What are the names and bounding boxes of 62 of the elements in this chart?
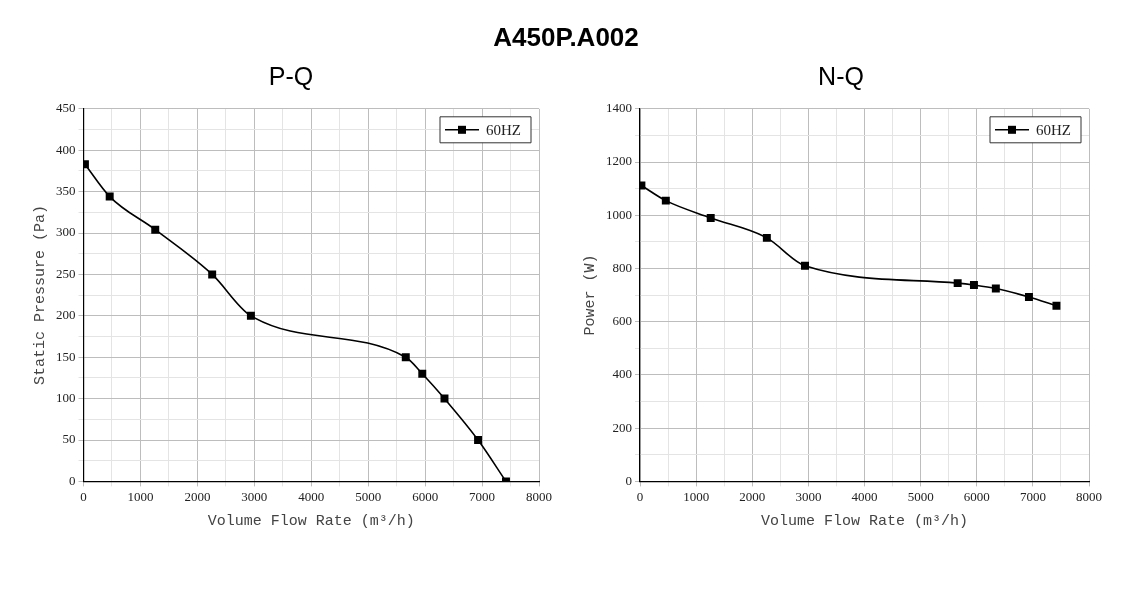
y-tick-label: 0 xyxy=(625,472,632,488)
y-tick-label: 350 xyxy=(56,183,76,199)
x-tick-label: 8000 xyxy=(526,488,552,504)
point xyxy=(440,394,449,403)
x-axis-title: Volume Flow Rate (m³/h) xyxy=(207,512,415,530)
y-tick-label: 200 xyxy=(56,307,76,323)
chart-subtitle: P-Q xyxy=(267,62,315,92)
x-tick-label: 2000 xyxy=(739,488,766,504)
y-tick-label: 250 xyxy=(56,265,76,281)
x-tick-label: 3000 xyxy=(241,488,268,504)
y-tick-label: 400 xyxy=(612,366,632,382)
x-tick-label: 6000 xyxy=(963,488,990,504)
point xyxy=(401,353,410,362)
point xyxy=(762,233,771,242)
point xyxy=(1052,301,1061,310)
point xyxy=(801,261,809,270)
x-tick-label: 1000 xyxy=(127,488,154,504)
point xyxy=(246,311,255,320)
y-tick-label: 1200 xyxy=(606,153,632,169)
legend-label: 60HZ xyxy=(1036,121,1071,138)
point xyxy=(418,369,427,378)
y-tick-label: 450 xyxy=(56,100,76,116)
x-tick-label: 3000 xyxy=(795,488,822,504)
x-tick-label: 5000 xyxy=(907,488,934,504)
y-tick-label: 1400 xyxy=(606,100,632,116)
x-tick-label: 0 xyxy=(636,488,644,504)
legend-label: 60HZ xyxy=(486,121,521,138)
x-tick-label: 0 xyxy=(80,488,87,504)
y-tick-label: 150 xyxy=(56,348,76,364)
x-tick-label: 2000 xyxy=(184,488,211,504)
y-tick-label: 0 xyxy=(69,472,76,488)
point xyxy=(969,281,978,289)
point xyxy=(105,192,114,201)
point xyxy=(474,436,483,444)
point xyxy=(706,213,715,222)
point xyxy=(208,270,217,279)
point xyxy=(661,196,670,205)
chart-title: A450P.A002 xyxy=(492,22,640,54)
y-tick-label: 400 xyxy=(56,141,76,157)
y-tick-label: 50 xyxy=(62,431,76,447)
x-tick-label: 7000 xyxy=(469,488,496,504)
y-axis-title: Power (W) xyxy=(581,254,599,336)
x-tick-label: 4000 xyxy=(851,488,878,504)
x-tick-label: 6000 xyxy=(412,488,439,504)
x-tick-label: 7000 xyxy=(1019,488,1046,504)
y-tick-label: 600 xyxy=(612,313,632,329)
x-tick-label: 8000 xyxy=(1076,488,1102,504)
y-tick-label: 300 xyxy=(56,224,76,240)
y-tick-label: 800 xyxy=(612,259,632,275)
y-tick-label: 100 xyxy=(56,390,76,406)
x-tick-label: 4000 xyxy=(298,488,325,504)
x-tick-label: 5000 xyxy=(355,488,382,504)
point xyxy=(151,225,160,234)
x-tick-label: 1000 xyxy=(683,488,710,504)
chart-subtitle: N-Q xyxy=(817,62,865,92)
point xyxy=(953,279,962,288)
point xyxy=(1024,292,1033,301)
y-tick-label: 1000 xyxy=(606,206,632,222)
point xyxy=(991,284,1000,293)
y-tick-label: 200 xyxy=(612,419,632,435)
y-axis-title: Static Pressure (Pa) xyxy=(31,205,49,386)
x-axis-title: Volume Flow Rate (m³/h) xyxy=(760,512,969,530)
